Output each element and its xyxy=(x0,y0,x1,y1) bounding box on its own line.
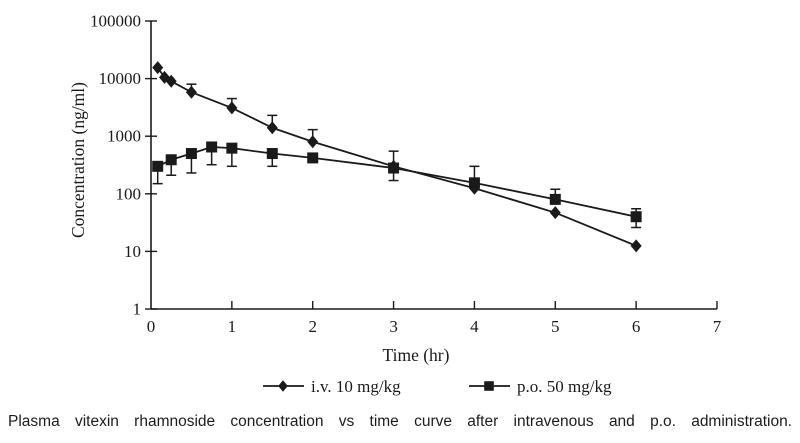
data-point-diamond-icon xyxy=(226,101,238,115)
y-axis-tick-label: 1 xyxy=(133,300,142,319)
x-axis-tick-label: 2 xyxy=(308,317,317,336)
x-axis-tick-label: 7 xyxy=(713,317,722,336)
series-line xyxy=(156,67,637,247)
y-axis-tick-label: 100000 xyxy=(90,12,141,31)
x-axis-tick-label: 5 xyxy=(551,317,560,336)
data-point-diamond-icon xyxy=(630,239,642,253)
legend-label: p.o. 50 mg/kg xyxy=(517,377,612,396)
data-point-diamond-icon xyxy=(185,85,197,99)
legend-item-po: p.o. 50 mg/kg xyxy=(469,377,612,396)
x-axis-tick-label: 3 xyxy=(389,317,398,336)
series-po xyxy=(152,141,642,229)
y-axis-tick-label: 10000 xyxy=(99,69,142,88)
y-axis-tick-label: 1000 xyxy=(107,127,141,146)
legend-marker-diamond-icon xyxy=(278,380,288,392)
figure-caption: Plasma vitexin rhamnoside concentration … xyxy=(8,413,792,430)
data-point-square-icon xyxy=(152,160,164,172)
y-axis-tick-label: 10 xyxy=(124,242,141,261)
y-axis-title: Concentration (ng/ml) xyxy=(68,82,88,238)
series-iv xyxy=(152,61,642,253)
series-line xyxy=(157,146,637,218)
legend: i.v. 10 mg/kg p.o. 50 mg/kg xyxy=(263,377,612,396)
data-point-square-icon xyxy=(165,154,177,166)
x-axis-tick-label: 1 xyxy=(228,317,237,336)
data-point-diamond-icon xyxy=(549,206,561,220)
data-point-square-icon xyxy=(388,162,400,174)
data-point-square-icon xyxy=(549,193,561,205)
legend-item-iv: i.v. 10 mg/kg xyxy=(263,377,401,396)
data-point-square-icon xyxy=(185,148,197,160)
data-point-diamond-icon xyxy=(165,74,177,88)
x-axis-tick-label: 6 xyxy=(632,317,641,336)
x-axis-tick-label: 0 xyxy=(147,317,156,336)
y-axis-tick-label: 100 xyxy=(116,184,142,203)
x-axis-title: Time (hr) xyxy=(383,345,450,365)
data-point-diamond-icon xyxy=(307,135,319,149)
data-point-square-icon xyxy=(226,142,238,154)
data-point-diamond-icon xyxy=(266,121,278,135)
data-point-square-icon xyxy=(630,211,642,223)
data-point-square-icon xyxy=(266,148,278,160)
data-point-square-icon xyxy=(307,152,319,164)
legend-marker-square-icon xyxy=(484,381,494,391)
data-point-square-icon xyxy=(206,141,218,153)
legend-label: i.v. 10 mg/kg xyxy=(311,377,401,396)
x-axis-tick-label: 4 xyxy=(470,317,479,336)
data-point-square-icon xyxy=(468,177,480,189)
data-point-diamond-icon xyxy=(152,61,164,75)
